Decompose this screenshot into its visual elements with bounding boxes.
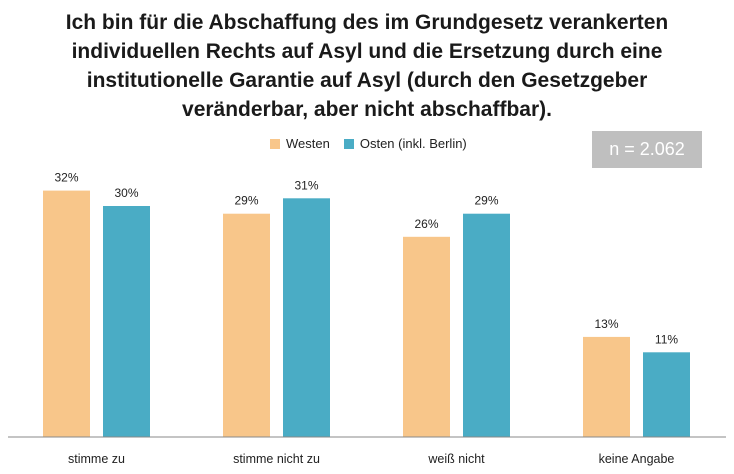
x-tick-label: keine Angabe (599, 452, 675, 466)
x-tick-label: stimme zu (68, 452, 125, 466)
data-label: 31% (294, 178, 318, 192)
legend-label-westen: Westen (286, 136, 330, 151)
legend-item-osten: Osten (inkl. Berlin) (343, 136, 467, 151)
data-label: 30% (114, 186, 138, 200)
bar-westen (583, 336, 630, 437)
chart-title-line: institutionelle Garantie auf Asyl (durch… (86, 69, 648, 92)
legend-item-westen: Westen (270, 136, 330, 151)
bar-osten (283, 198, 330, 437)
chart-title-line: veränderbar, aber nicht abschaffbar). (182, 98, 552, 121)
legend-swatch-osten (343, 138, 354, 149)
data-label: 32% (54, 171, 78, 185)
sample-size-text: n = 2.062 (609, 139, 685, 159)
sample-size-badge: n = 2.062 (592, 131, 702, 168)
bar-westen (223, 213, 270, 437)
data-label: 29% (234, 194, 258, 208)
bar-westen (43, 190, 90, 437)
x-tick-label: weiß nicht (427, 452, 485, 466)
chart-legend: Westen Osten (inkl. Berlin) (270, 136, 481, 151)
legend-swatch-westen (270, 138, 280, 149)
chart-title: Ich bin für die Abschaffung des im Grund… (20, 8, 714, 124)
data-label: 13% (594, 317, 618, 331)
data-label: 11% (655, 332, 678, 346)
data-label: 29% (474, 194, 498, 208)
bar-osten (463, 213, 510, 437)
chart-title-line: individuellen Rechts auf Asyl und die Er… (71, 40, 663, 63)
bar-osten (103, 206, 150, 437)
bar-westen (403, 236, 450, 437)
x-tick-label: stimme nicht zu (233, 452, 320, 466)
chart-title-line: Ich bin für die Abschaffung des im Grund… (65, 11, 669, 34)
legend-label-osten: Osten (inkl. Berlin) (359, 136, 467, 151)
bar-osten (643, 352, 690, 437)
data-label: 26% (414, 217, 438, 231)
